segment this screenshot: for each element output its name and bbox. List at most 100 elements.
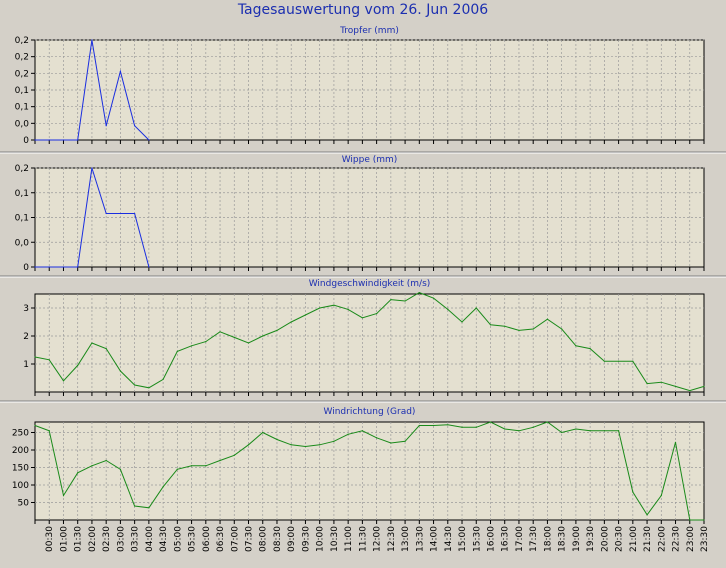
x-tick-label: 18:30 <box>558 526 568 552</box>
data-point <box>105 459 107 462</box>
data-point <box>34 266 36 268</box>
chart-panel-2: Wippe (mm) 0 0,0 0,1 0,1 0,2 <box>15 155 705 273</box>
data-point <box>689 519 691 521</box>
x-tick-label: 04:00 <box>145 526 155 552</box>
x-tick-label: 00:30 <box>45 526 55 552</box>
data-point <box>546 318 549 320</box>
y-tick-label: 0,2 <box>15 69 29 79</box>
x-tick-label: 23:00 <box>686 526 696 552</box>
data-point <box>205 341 207 343</box>
y-tick-label: 200 <box>12 446 29 456</box>
x-tick-label: 04:30 <box>159 526 169 552</box>
data-point <box>148 387 150 389</box>
data-point <box>290 321 292 323</box>
data-point <box>504 325 506 327</box>
data-point <box>347 433 349 435</box>
y-tick-label: 0,2 <box>15 164 29 174</box>
data-point <box>603 360 605 362</box>
y-tick-label: 1 <box>23 360 29 370</box>
data-point <box>319 444 321 446</box>
y-tick-label: 0 <box>23 263 29 273</box>
data-point <box>48 359 50 361</box>
y-tick-label: 0,1 <box>15 86 29 96</box>
data-point <box>475 426 477 428</box>
data-point <box>361 317 363 319</box>
x-tick-label: 16:00 <box>486 526 496 552</box>
data-point <box>162 378 164 380</box>
data-point <box>617 360 620 362</box>
data-point <box>48 430 50 432</box>
data-point <box>134 384 136 386</box>
data-point <box>91 39 93 41</box>
data-point <box>376 313 378 315</box>
data-point <box>646 514 648 516</box>
y-tick-label: 0,2 <box>15 53 29 63</box>
data-point <box>689 390 691 392</box>
data-point <box>632 360 634 362</box>
data-point <box>390 442 392 444</box>
data-point <box>105 125 107 127</box>
x-tick-label: 22:30 <box>672 526 682 552</box>
x-tick-label: 03:30 <box>131 526 141 552</box>
plot-area <box>34 421 705 521</box>
data-point <box>162 486 164 488</box>
data-point <box>119 468 122 470</box>
data-point <box>475 307 477 309</box>
data-point <box>91 167 93 169</box>
data-point <box>77 266 79 268</box>
data-point <box>91 342 93 344</box>
x-tick-label: 11:00 <box>344 526 354 552</box>
x-tick-label: 18:00 <box>543 526 553 552</box>
x-tick-label: 16:30 <box>501 526 511 552</box>
x-tick-label: 01:00 <box>59 526 69 552</box>
y-tick-label: 0 <box>23 136 29 146</box>
data-point <box>247 342 250 344</box>
x-tick-label: 22:00 <box>657 526 667 552</box>
x-tick-label: 14:00 <box>430 526 440 552</box>
data-point <box>233 454 235 456</box>
data-point <box>646 383 648 385</box>
x-tick-label: 09:30 <box>301 526 311 552</box>
data-point <box>148 139 150 141</box>
data-point <box>205 465 207 467</box>
data-point <box>190 345 193 347</box>
data-point <box>518 329 520 331</box>
x-tick-label: 13:30 <box>415 526 425 552</box>
plot-area <box>34 293 705 393</box>
chart-panel-3: Windgeschwindigkeit (m/s) 1 2 3 <box>23 279 705 396</box>
data-point <box>489 421 492 423</box>
y-tick-label: 2 <box>23 332 29 342</box>
data-point <box>674 385 677 387</box>
panel-title: Tropfer (mm) <box>339 26 399 36</box>
data-point <box>262 335 264 337</box>
x-tick-label: 09:00 <box>287 526 297 552</box>
x-tick-label: 05:30 <box>188 526 198 552</box>
y-tick-label: 100 <box>12 481 29 491</box>
data-point <box>119 370 122 372</box>
data-point <box>304 314 307 316</box>
data-point <box>62 494 65 497</box>
y-tick-label: 3 <box>23 304 29 314</box>
chart-panel-1: Tropfer (mm) 0 0,0 0,1 0,1 0,2 0,2 0,2 <box>15 26 705 146</box>
data-point <box>489 324 492 326</box>
data-point <box>418 424 420 427</box>
y-tick-label: 250 <box>12 429 29 439</box>
series-line <box>34 292 705 392</box>
panel-title: Windgeschwindigkeit (m/s) <box>309 279 431 289</box>
data-point <box>77 364 79 366</box>
data-point <box>361 430 363 432</box>
data-point <box>77 139 79 141</box>
data-point <box>219 459 221 462</box>
x-tick-label: 07:30 <box>245 526 255 552</box>
x-tick-label: 10:30 <box>330 526 340 552</box>
data-point <box>447 308 449 310</box>
data-point <box>603 430 605 432</box>
data-point <box>276 329 278 331</box>
x-tick-label: 15:00 <box>458 526 468 552</box>
x-tick-label: 08:30 <box>273 526 283 552</box>
data-point <box>404 300 406 302</box>
data-point <box>674 441 677 443</box>
data-point <box>319 307 321 309</box>
data-point <box>561 431 563 434</box>
y-tick-label: 0,0 <box>15 238 30 248</box>
